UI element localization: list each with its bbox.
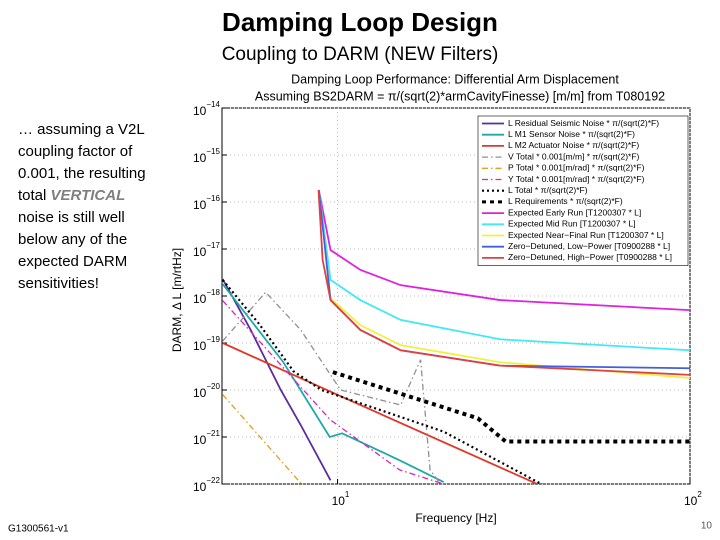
tick-base: 10 bbox=[193, 151, 207, 165]
tick-base: 10 bbox=[193, 245, 207, 259]
legend-label: Expected Mid Run [T1200307 * L] bbox=[508, 219, 636, 229]
series-line bbox=[222, 278, 332, 481]
y-axis-label: DARM, Δ L [m/rtHz] bbox=[170, 248, 184, 352]
y-tick-label: 10−16 bbox=[193, 194, 220, 212]
tick-base: 10 bbox=[193, 198, 207, 212]
x-tick-label: 101 bbox=[332, 490, 350, 508]
body-line: expected DARM bbox=[18, 253, 127, 270]
x-axis-label: Frequency [Hz] bbox=[415, 511, 496, 525]
tick-base: 10 bbox=[193, 292, 207, 306]
body-emphasis: VERTICAL bbox=[51, 187, 126, 204]
tick-exponent: −21 bbox=[206, 429, 220, 438]
series-line bbox=[332, 370, 690, 444]
tick-base: 10 bbox=[684, 494, 698, 508]
y-tick-label: 10−19 bbox=[193, 335, 220, 353]
tick-exponent: 2 bbox=[697, 490, 702, 499]
series-line bbox=[222, 394, 302, 484]
tick-base: 10 bbox=[193, 433, 207, 447]
legend-label: Zero−Detuned, Low−Power [T0900288 * L] bbox=[508, 241, 670, 251]
y-tick-label: 10−17 bbox=[193, 241, 220, 259]
series-line bbox=[317, 189, 690, 376]
y-tick-label: 10−22 bbox=[193, 476, 220, 494]
slide-title: Damping Loop Design bbox=[222, 7, 498, 37]
body-line: sensitivities! bbox=[18, 275, 99, 292]
tick-exponent: −18 bbox=[206, 288, 220, 297]
tick-base: 10 bbox=[193, 480, 207, 494]
tick-exponent: −22 bbox=[206, 476, 220, 485]
legend-label: L Requirements * π/(sqrt(2)*F) bbox=[508, 196, 623, 206]
series-line bbox=[222, 291, 442, 484]
tick-exponent: −19 bbox=[206, 335, 220, 344]
y-tick-label: 10−14 bbox=[193, 100, 220, 118]
legend-label: V Total * 0.001[m/m] * π/(sqrt(2)*F) bbox=[508, 151, 640, 161]
slide-subtitle: Coupling to DARM (NEW Filters) bbox=[222, 44, 499, 65]
y-tick-label: 10−20 bbox=[193, 382, 220, 400]
legend-label: L Residual Seismic Noise * π/(sqrt(2)*F) bbox=[508, 118, 659, 128]
legend-label: L M2 Actuator Noise * π/(sqrt(2)*F) bbox=[508, 140, 639, 150]
series-line bbox=[317, 189, 690, 312]
body-line: … assuming a V2L bbox=[18, 121, 145, 138]
tick-exponent: −17 bbox=[206, 241, 220, 250]
legend-label: L M1 Sensor Noise * π/(sqrt(2)*F) bbox=[508, 129, 635, 139]
tick-exponent: 1 bbox=[345, 490, 350, 499]
page-number: 10 bbox=[701, 521, 713, 532]
legend-label: Expected Early Run [T1200307 * L] bbox=[508, 207, 641, 217]
legend-label: Y Total * 0.001[m/rad] * π/(sqrt(2)*F) bbox=[508, 174, 645, 184]
legend-label: P Total * 0.001[m/rad] * π/(sqrt(2)*F) bbox=[508, 163, 645, 173]
series-line bbox=[317, 189, 690, 352]
body-line: 0.001, the resulting bbox=[18, 165, 146, 182]
tick-base: 10 bbox=[193, 386, 207, 400]
tick-exponent: −14 bbox=[206, 100, 220, 109]
legend-label: Expected Near−Final Run [T1200307 * L] bbox=[508, 230, 664, 240]
body-line: coupling factor of bbox=[18, 143, 133, 160]
body-line: total VERTICAL bbox=[18, 187, 125, 204]
series-line bbox=[222, 300, 444, 484]
x-tick-label: 102 bbox=[684, 490, 702, 508]
body-text: total bbox=[18, 187, 51, 204]
legend-label: L Total * π/(sqrt(2)*F) bbox=[508, 185, 588, 195]
chart-subtitle: Assuming BS2DARM = π/(sqrt(2)*armCavityF… bbox=[255, 89, 665, 103]
tick-exponent: −15 bbox=[206, 147, 220, 156]
tick-exponent: −20 bbox=[206, 382, 220, 391]
legend-box bbox=[477, 115, 689, 266]
chart-title: Damping Loop Performance: Differential A… bbox=[291, 72, 619, 86]
y-tick-label: 10−15 bbox=[193, 147, 220, 165]
series-lines bbox=[222, 189, 690, 484]
body-line: below any of the bbox=[18, 231, 127, 248]
y-tick-label: 10−21 bbox=[193, 429, 220, 447]
legend-label: Zero−Detuned, High−Power [T0900288 * L] bbox=[508, 252, 672, 262]
tick-exponent: −16 bbox=[206, 194, 220, 203]
body-line: noise is still well bbox=[18, 209, 125, 226]
tick-base: 10 bbox=[332, 494, 346, 508]
y-tick-label: 10−18 bbox=[193, 288, 220, 306]
grid bbox=[222, 107, 691, 485]
series-line bbox=[222, 283, 445, 483]
tick-base: 10 bbox=[193, 104, 207, 118]
tick-base: 10 bbox=[193, 339, 207, 353]
footer: G1300561-v1 bbox=[8, 524, 69, 535]
